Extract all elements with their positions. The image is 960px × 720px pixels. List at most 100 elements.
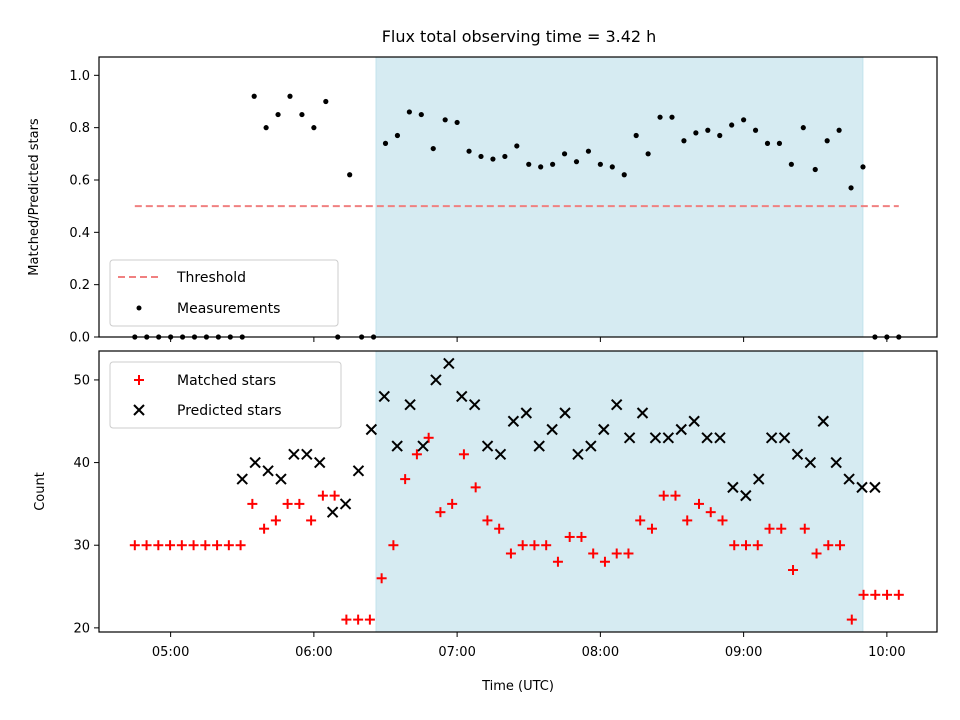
predicted-star-marker (610, 399, 623, 411)
predicted-star-marker (468, 399, 481, 411)
measurement-point (526, 161, 532, 167)
legend-measurement-label: Measurements (177, 301, 280, 317)
matched-star-marker (693, 498, 704, 509)
predicted-star-marker (623, 432, 636, 444)
y-tick-label: 40 (73, 456, 90, 471)
measurement-point (275, 111, 281, 118)
measurement-point (299, 111, 305, 118)
measurement-point (848, 185, 854, 191)
measurement-points (132, 93, 902, 340)
matched-star-marker (611, 548, 622, 559)
measurement-point (454, 119, 460, 126)
predicted-star-marker (572, 448, 584, 461)
legend-predicted-label: Predicted stars (177, 403, 282, 419)
predicted-star-marker (765, 432, 778, 444)
matched-star-marker (788, 565, 799, 576)
matched-star-marker (858, 589, 869, 600)
top-legend: Threshold Measurements (109, 259, 339, 327)
predicted-star-marker (662, 432, 675, 444)
y-tick-label: 0.0 (69, 331, 90, 346)
measurement-point (573, 159, 580, 165)
matched-star-marker (552, 556, 563, 567)
measurement-point (836, 127, 842, 133)
measurement-point (263, 125, 269, 131)
matched-star-marker (623, 548, 634, 559)
matched-star-marker (717, 515, 728, 526)
measurement-point (860, 164, 866, 170)
matched-star-marker (588, 548, 599, 559)
matched-star-marker (306, 515, 317, 526)
predicted-star-marker (817, 415, 829, 427)
matched-star-marker (835, 540, 846, 551)
legend-matched-swatch (134, 375, 144, 385)
measurement-point (418, 111, 424, 118)
predicted-star-marker (791, 448, 804, 461)
predicted-star-marker (430, 374, 442, 386)
predicted-star-marker (559, 407, 571, 419)
predicted-star-marker (585, 440, 597, 452)
predicted-star-marker (520, 407, 533, 419)
measurement-point (824, 138, 830, 144)
predicted-star-marker (675, 423, 687, 436)
matched-star-marker (635, 515, 646, 526)
measurement-point (561, 151, 568, 157)
measurement-point (645, 151, 651, 157)
matched-star-marker (141, 540, 152, 551)
y-tick-label: 0.4 (69, 226, 90, 241)
x-tick-label: 06:00 (295, 645, 332, 660)
measurement-point (430, 145, 436, 152)
matched-star-marker (541, 540, 552, 551)
matched-star-marker (729, 540, 740, 551)
measurement-point (812, 166, 818, 173)
x-tick-label: 09:00 (725, 645, 762, 660)
measurement-point (466, 148, 472, 154)
measurement-point (585, 148, 592, 154)
predicted-star-marker (727, 481, 739, 494)
chart-title: Flux total observing time = 3.42 h (382, 27, 657, 46)
matched-star-marker (646, 523, 657, 534)
matched-star-marker (259, 523, 270, 534)
matched-star-marker (129, 540, 140, 551)
predicted-star-marker (249, 456, 261, 469)
matched-star-marker (494, 523, 505, 534)
predicted-star-marker (456, 390, 468, 403)
measurement-point (287, 93, 293, 99)
measurement-point (776, 140, 783, 146)
bottom-shaded-span (375, 350, 864, 633)
matched-star-marker (505, 548, 516, 559)
matched-star-marker (576, 531, 587, 542)
matched-star-marker (893, 589, 904, 600)
bottom-y-ticks: 20 30 40 50 (73, 373, 99, 636)
predicted-star-marker (649, 432, 662, 444)
measurement-point (442, 117, 448, 123)
y-tick-label: 0.6 (69, 173, 90, 188)
matched-star-marker (447, 498, 458, 509)
measurement-point (311, 125, 317, 131)
matched-star-marker (846, 614, 857, 625)
measurement-point (406, 109, 412, 115)
matched-star-marker (811, 548, 822, 559)
measurement-point (251, 93, 257, 99)
predicted-star-marker (843, 473, 855, 485)
matched-star-marker (212, 540, 223, 551)
measurement-point (514, 143, 520, 149)
predicted-star-marker (701, 432, 713, 444)
matched-star-marker (200, 540, 211, 551)
bottom-x-ticks: 05:00 06:00 07:00 08:00 09:00 10:00 (152, 632, 906, 660)
matched-star-marker (294, 498, 305, 509)
measurement-point (633, 132, 639, 139)
matched-star-marker (188, 540, 199, 551)
measurement-point (788, 161, 794, 167)
predicted-star-marker (753, 473, 765, 485)
top-legend-box (109, 259, 339, 327)
measurement-point (347, 172, 353, 178)
matched-star-marker (388, 540, 399, 551)
matched-star-marker (670, 490, 681, 501)
predicted-star-marker (546, 423, 558, 436)
predicted-star-marker (391, 440, 403, 452)
measurement-point (550, 161, 556, 167)
matched-star-marker (658, 490, 669, 501)
predicted-star-marker (533, 440, 545, 452)
matched-star-marker (400, 474, 411, 485)
